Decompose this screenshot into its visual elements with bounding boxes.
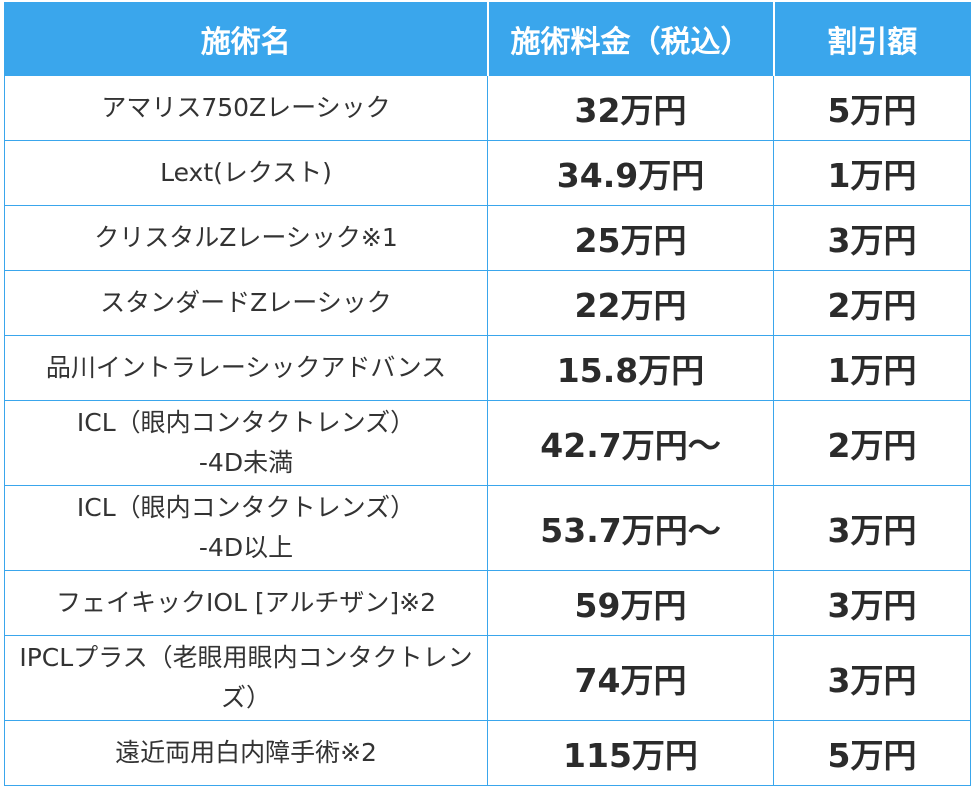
procedure-name: ICL（眼内コンタクトレンズ） [76, 493, 416, 522]
header-procedure-name: 施術名 [4, 2, 488, 76]
table-row: Lext(レクスト) 34.9万円 1万円 [4, 140, 971, 206]
procedure-name-cell: クリスタルZレーシック※1 [4, 205, 488, 271]
table-row: クリスタルZレーシック※1 25万円 3万円 [4, 205, 971, 271]
procedure-name-cell: IPCLプラス（老眼用眼内コンタクトレン ズ） [4, 635, 488, 721]
procedure-name-cell: フェイキックIOL [アルチザン]※2 [4, 570, 488, 636]
procedure-name-cell: アマリス750Zレーシック [4, 75, 488, 141]
table-row: アマリス750Zレーシック 32万円 5万円 [4, 75, 971, 141]
procedure-name: Lext(レクスト) [160, 158, 332, 187]
procedure-name-cell: ICL（眼内コンタクトレンズ） -4D未満 [4, 400, 488, 486]
price-cell: 74万円 [487, 635, 774, 721]
price-cell: 59万円 [487, 570, 774, 636]
procedure-name-continued: ズ） [220, 683, 271, 712]
procedure-name: アマリス750Zレーシック [101, 93, 391, 122]
price-cell: 42.7万円〜 [487, 400, 774, 486]
price-cell: 22万円 [487, 270, 774, 336]
table-row: 遠近両用白内障手術※2 115万円 5万円 [4, 720, 971, 786]
table-row: フェイキックIOL [アルチザン]※2 59万円 3万円 [4, 570, 971, 636]
procedure-name: スタンダードZレーシック [100, 288, 392, 317]
discount-cell: 5万円 [773, 720, 971, 786]
procedure-name: ICL（眼内コンタクトレンズ） [76, 408, 416, 437]
procedure-name-cell: 遠近両用白内障手術※2 [4, 720, 488, 786]
procedure-name-cell: ICL（眼内コンタクトレンズ） -4D以上 [4, 485, 488, 571]
procedure-name-cell: Lext(レクスト) [4, 140, 488, 206]
price-cell: 32万円 [487, 75, 774, 141]
procedure-name: 品川イントラレーシックアドバンス [45, 353, 447, 382]
procedure-name: 遠近両用白内障手術※2 [115, 738, 377, 767]
price-cell: 25万円 [487, 205, 774, 271]
procedure-name: IPCLプラス（老眼用眼内コンタクトレン [19, 643, 473, 672]
procedure-name-cell: 品川イントラレーシックアドバンス [4, 335, 488, 401]
procedure-name-detail: -4D未満 [198, 448, 294, 477]
table-row: スタンダードZレーシック 22万円 2万円 [4, 270, 971, 336]
price-table: 施術名 施術料金（税込） 割引額 アマリス750Zレーシック 32万円 5万円 … [4, 2, 971, 786]
procedure-name: クリスタルZレーシック※1 [94, 223, 398, 252]
discount-cell: 1万円 [773, 140, 971, 206]
table-row: 品川イントラレーシックアドバンス 15.8万円 1万円 [4, 335, 971, 401]
price-cell: 53.7万円〜 [487, 485, 774, 571]
discount-cell: 2万円 [773, 270, 971, 336]
procedure-name-detail: -4D以上 [198, 533, 294, 562]
discount-cell: 3万円 [773, 205, 971, 271]
discount-cell: 3万円 [773, 485, 971, 571]
table-row: ICL（眼内コンタクトレンズ） -4D未満 42.7万円〜 2万円 [4, 400, 971, 486]
discount-cell: 3万円 [773, 570, 971, 636]
procedure-name: フェイキックIOL [アルチザン]※2 [55, 588, 437, 617]
price-cell: 34.9万円 [487, 140, 774, 206]
procedure-name-cell: スタンダードZレーシック [4, 270, 488, 336]
header-price: 施術料金（税込） [486, 2, 774, 76]
discount-cell: 5万円 [773, 75, 971, 141]
price-cell: 15.8万円 [487, 335, 774, 401]
price-cell: 115万円 [487, 720, 774, 786]
discount-cell: 3万円 [773, 635, 971, 721]
header-discount: 割引額 [772, 2, 971, 76]
table-row: ICL（眼内コンタクトレンズ） -4D以上 53.7万円〜 3万円 [4, 485, 971, 571]
header-row: 施術名 施術料金（税込） 割引額 [4, 2, 971, 76]
discount-cell: 2万円 [773, 400, 971, 486]
table-row: IPCLプラス（老眼用眼内コンタクトレン ズ） 74万円 3万円 [4, 635, 971, 721]
discount-cell: 1万円 [773, 335, 971, 401]
